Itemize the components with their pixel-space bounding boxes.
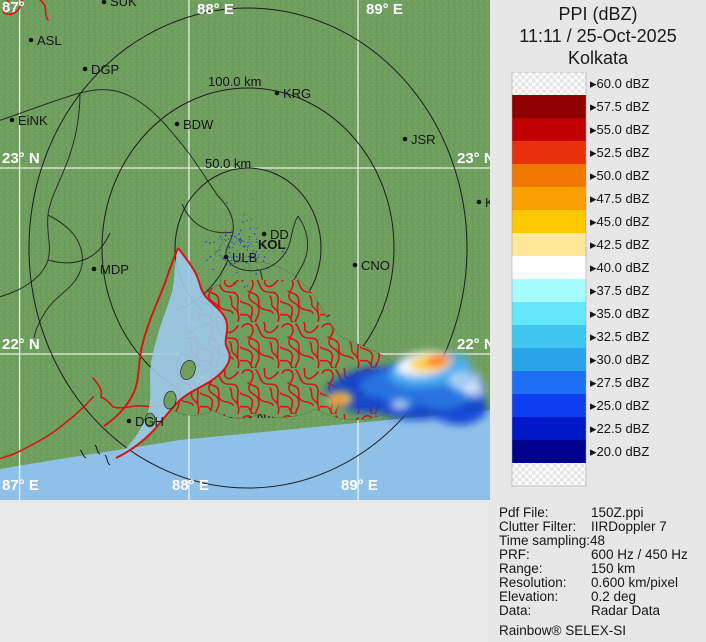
svg-text:600 Hz / 450 Hz: 600 Hz / 450 Hz [591, 547, 688, 562]
svg-text:Data:: Data: [499, 603, 531, 618]
svg-text:88° E: 88° E [172, 477, 209, 494]
svg-text:BDW: BDW [183, 117, 214, 132]
svg-text:KOL: KOL [258, 237, 286, 252]
svg-text:KRG: KRG [283, 86, 311, 101]
svg-text:0.2 deg: 0.2 deg [591, 589, 636, 604]
svg-text:IIRDoppler 7: IIRDoppler 7 [591, 519, 667, 534]
svg-text:DGP: DGP [91, 62, 119, 77]
svg-text:100.0 km: 100.0 km [208, 74, 261, 89]
svg-text:▸25.0 dBZ: ▸25.0 dBZ [590, 398, 649, 413]
svg-text:▸45.0 dBZ: ▸45.0 dBZ [590, 214, 649, 229]
svg-text:Time sampling:48: Time sampling:48 [499, 533, 605, 548]
svg-text:▸35.0 dBZ: ▸35.0 dBZ [590, 306, 649, 321]
svg-text:23° N: 23° N [2, 150, 40, 167]
svg-text:▸55.0 dBZ: ▸55.0 dBZ [590, 122, 649, 137]
svg-text:EiNK: EiNK [18, 113, 48, 128]
svg-text:▸40.0 dBZ: ▸40.0 dBZ [590, 260, 649, 275]
svg-text:DGH: DGH [135, 414, 164, 429]
svg-text:▸20.0 dBZ: ▸20.0 dBZ [590, 444, 649, 459]
svg-text:50.0 km: 50.0 km [205, 156, 251, 171]
svg-text:150Z.ppi: 150Z.ppi [591, 505, 644, 520]
svg-text:88° E: 88° E [197, 1, 234, 18]
svg-text:0.600 km/pixel: 0.600 km/pixel [591, 575, 678, 590]
svg-text:Pdf File:: Pdf File: [499, 505, 549, 520]
svg-text:▸27.5 dBZ: ▸27.5 dBZ [590, 375, 649, 390]
svg-text:Resolution:: Resolution: [499, 575, 567, 590]
svg-text:▸50.0 dBZ: ▸50.0 dBZ [590, 168, 649, 183]
svg-text:22° N: 22° N [2, 336, 40, 353]
svg-text:PRF:: PRF: [499, 547, 530, 562]
svg-text:23° N: 23° N [457, 150, 490, 167]
svg-text:150 km: 150 km [591, 561, 635, 576]
svg-text:89° E: 89° E [366, 1, 403, 18]
svg-text:MDP: MDP [100, 262, 129, 277]
svg-text:JSR: JSR [411, 132, 436, 147]
svg-text:▸30.0 dBZ: ▸30.0 dBZ [590, 352, 649, 367]
svg-text:Range:: Range: [499, 561, 543, 576]
svg-text:▸22.5 dBZ: ▸22.5 dBZ [590, 421, 649, 436]
svg-text:▸37.5 dBZ: ▸37.5 dBZ [590, 283, 649, 298]
svg-text:Rainbow® SELEX-SI: Rainbow® SELEX-SI [499, 623, 626, 638]
svg-text:▸52.5 dBZ: ▸52.5 dBZ [590, 145, 649, 160]
svg-text:22° N: 22° N [457, 336, 490, 353]
svg-text:Clutter Filter:: Clutter Filter: [499, 519, 576, 534]
svg-text:▸57.5 dBZ: ▸57.5 dBZ [590, 99, 649, 114]
svg-text:ULB: ULB [232, 250, 257, 265]
svg-text:▸60.0 dBZ: ▸60.0 dBZ [590, 76, 649, 91]
svg-text:CNO: CNO [361, 258, 390, 273]
svg-text:Elevation:: Elevation: [499, 589, 558, 604]
svg-text:SUK: SUK [110, 0, 137, 9]
svg-text:87° E: 87° E [2, 477, 39, 494]
svg-text:▸32.5 dBZ: ▸32.5 dBZ [590, 329, 649, 344]
svg-text:Radar Data: Radar Data [591, 603, 661, 618]
svg-text:87°: 87° [2, 0, 25, 16]
svg-text:▸42.5 dBZ: ▸42.5 dBZ [590, 237, 649, 252]
svg-text:▸47.5 dBZ: ▸47.5 dBZ [590, 191, 649, 206]
svg-text:89° E: 89° E [341, 477, 378, 494]
svg-text:ASL: ASL [37, 33, 62, 48]
